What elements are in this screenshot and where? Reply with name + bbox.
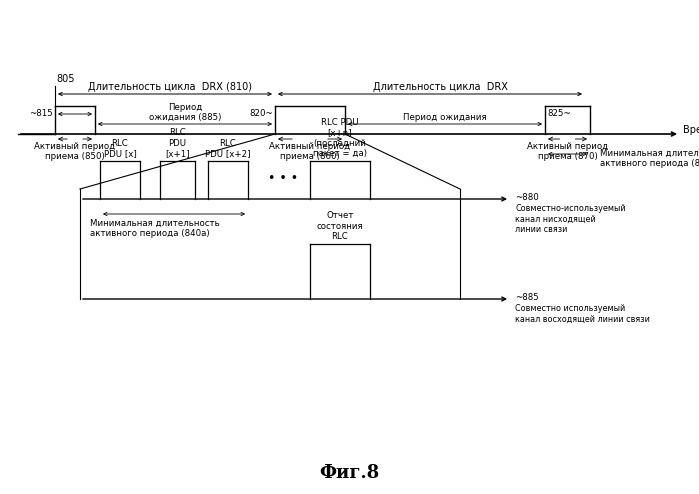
Text: ~885: ~885 [515,292,539,301]
Text: Активный период
приема (850): Активный период приема (850) [34,142,115,162]
Text: Отчет
состояния
RLC: Отчет состояния RLC [317,211,363,241]
Text: Активный период
приема (870): Активный период приема (870) [527,142,608,162]
Text: 820~: 820~ [250,109,273,118]
Text: ~880: ~880 [515,193,539,202]
Text: Совместно-используемый
канал нисходящей
линии связи: Совместно-используемый канал нисходящей … [515,204,626,234]
Text: Период
ожидания (885): Период ожидания (885) [149,103,221,122]
Text: 825~: 825~ [547,109,571,118]
Text: RLC
PDU
[x+1]: RLC PDU [x+1] [165,128,190,158]
Text: Период ожидания: Период ожидания [403,113,487,122]
Text: Активный период
приема (860): Активный период приема (860) [269,142,351,162]
Text: Минимальная длительность
активного периода (840b): Минимальная длительность активного перио… [600,149,699,168]
Text: ~815: ~815 [29,109,53,118]
Text: Фиг.8: Фиг.8 [319,464,379,482]
Text: • • •: • • • [268,171,298,184]
Text: Длительность цикла  DRX: Длительность цикла DRX [373,82,507,92]
Text: RLC
PDU [x+2]: RLC PDU [x+2] [206,139,251,158]
Text: Совместно используемый
канал восходящей линии связи: Совместно используемый канал восходящей … [515,304,650,324]
Text: Длительность цикла  DRX (810): Длительность цикла DRX (810) [88,82,252,92]
Text: Время: Время [683,125,699,135]
Text: RLC PDU
[x+n]
(последний
пакет = да): RLC PDU [x+n] (последний пакет = да) [313,118,367,158]
Text: Минимальная длительность
активного периода (840a): Минимальная длительность активного перио… [90,219,219,239]
Text: 805: 805 [56,74,75,84]
Text: RLC
PDU [x]: RLC PDU [x] [103,139,136,158]
